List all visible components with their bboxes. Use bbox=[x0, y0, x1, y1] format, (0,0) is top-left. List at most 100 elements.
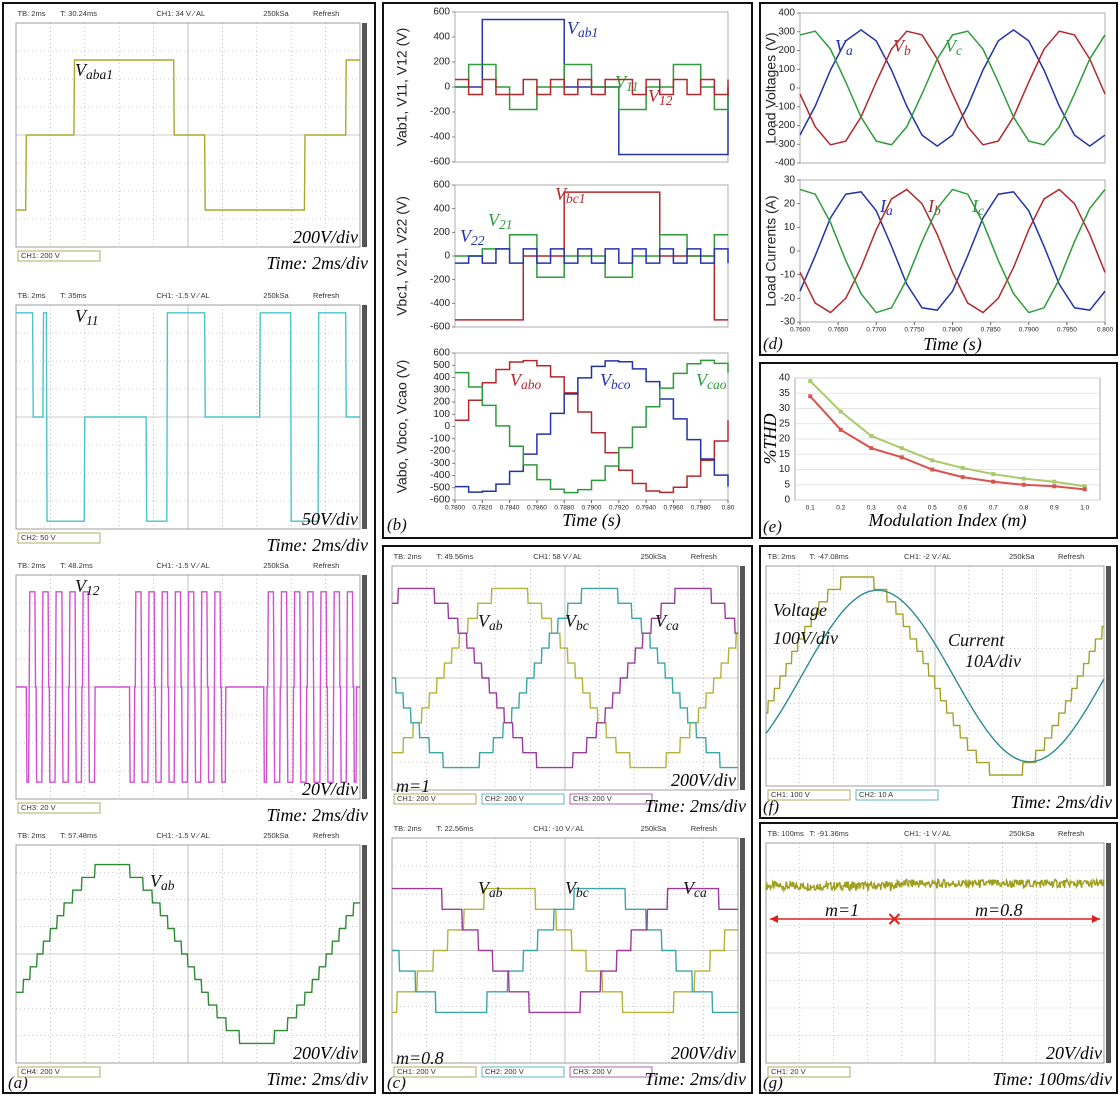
x-tick-label: 0.7800 bbox=[943, 327, 963, 334]
y-axis-label: %THD bbox=[760, 413, 780, 464]
y-tick-label: -400 bbox=[430, 132, 450, 143]
y-tick-label: -400 bbox=[430, 298, 450, 309]
x-tick-label: 0.7650 bbox=[828, 327, 848, 334]
scope-header: TB: 2ms bbox=[18, 561, 46, 570]
scope-header: CH1: -1.5 V ∕ AL bbox=[156, 831, 209, 840]
scope-header: CH1: 34 V ∕ AL bbox=[156, 9, 205, 18]
x-tick-label: 0.7940 bbox=[636, 505, 656, 512]
y-tick-label: 30 bbox=[784, 175, 796, 186]
channel-label: CH1: 100 V bbox=[771, 790, 810, 799]
y-tick-label: -20 bbox=[781, 293, 796, 304]
point bbox=[930, 468, 934, 472]
scope-header: T: 35ms bbox=[60, 291, 87, 300]
y-tick-label: 40 bbox=[779, 373, 791, 384]
scope-bar bbox=[362, 23, 367, 247]
scope-time: Time: 2ms/div bbox=[267, 1069, 369, 1089]
scope-time: Time: 2ms/div bbox=[1011, 792, 1113, 812]
scope-time: Time: 100ms/div bbox=[993, 1069, 1113, 1089]
point bbox=[961, 466, 965, 470]
x-tick-label: 0.7980 bbox=[691, 505, 711, 512]
y-tick-label: 300 bbox=[778, 26, 795, 37]
y-tick-label: 400 bbox=[433, 32, 450, 43]
scope-header: T: -91.36ms bbox=[810, 829, 849, 838]
scope-header: 250kSa bbox=[1009, 829, 1035, 838]
y-tick-label: -600 bbox=[430, 322, 450, 333]
scope-annotation: 10A/div bbox=[965, 651, 1021, 671]
y-tick-label: 500 bbox=[433, 360, 450, 371]
y-tick-label: 200 bbox=[433, 57, 450, 68]
scope-header: 250kSa bbox=[641, 824, 667, 833]
scope: TB: 2msT: 22.56msCH1: -10 V ∕ AL250kSaRe… bbox=[392, 824, 746, 1089]
scope: TB: 2msT: 57.48msCH1: -1.5 V ∕ AL250kSaR… bbox=[16, 831, 368, 1089]
plot-frame bbox=[800, 180, 1105, 322]
scope-header: CH1: -2 V ∕ AL bbox=[904, 552, 951, 561]
scope-header: 250kSa bbox=[263, 291, 289, 300]
scope: TB: 2msT: 35msCH1: -1.5 V ∕ AL250kSaRefr… bbox=[16, 291, 368, 555]
channel-label: CH1: 200 V bbox=[397, 1067, 436, 1076]
y-axis-label: Vabo, Vbco, Vcao (V) bbox=[394, 360, 410, 494]
scope-scale: 50V/div bbox=[302, 509, 358, 529]
scope-bar bbox=[1106, 843, 1111, 1063]
scope-scale: 200V/div bbox=[671, 770, 736, 790]
scope-scale: 20V/div bbox=[302, 779, 358, 799]
x-tick-label: 0.7950 bbox=[1057, 327, 1077, 334]
channel-label: CH2: 10 A bbox=[859, 790, 893, 799]
scope-header: CH1: 58 V ∕ AL bbox=[533, 552, 582, 561]
y-tick-label: 600 bbox=[433, 180, 450, 191]
scope: TB: 2ms T: 48.2ms CH1: -1.5 V ∕ AL 250kSa Re… bbox=[16, 561, 368, 825]
y-tick-label: -600 bbox=[430, 157, 450, 168]
x-tick-label: 0.800 bbox=[1097, 327, 1114, 334]
channel-label: CH3: 200 V bbox=[573, 794, 612, 803]
y-tick-label: 0 bbox=[784, 495, 790, 506]
point bbox=[808, 379, 812, 383]
scope-header: 250kSa bbox=[1009, 552, 1035, 561]
scope-header: TB: 2ms bbox=[768, 552, 796, 561]
series-line bbox=[455, 249, 728, 263]
scope: TB: 2msT: 30.24msCH1: 34 V ∕ AL250kSaRef… bbox=[16, 9, 368, 273]
point bbox=[1052, 480, 1056, 484]
scope-header: Refresh bbox=[313, 561, 339, 570]
scope-bar bbox=[362, 305, 367, 529]
y-tick-label: -10 bbox=[781, 269, 796, 280]
y-tick-label: -100 bbox=[430, 433, 450, 444]
scope-header: TB: 2ms bbox=[18, 9, 46, 18]
x-axis-label: Time (s) bbox=[923, 334, 982, 355]
scope-header: 250kSa bbox=[641, 552, 667, 561]
scope-time: Time: 2ms/div bbox=[267, 253, 369, 273]
x-tick-label: 0.9 bbox=[1050, 505, 1059, 512]
scope-bar bbox=[740, 566, 745, 790]
scope-annotation: m=1 bbox=[396, 776, 430, 796]
series-line bbox=[455, 80, 728, 95]
x-tick-label: 0.2 bbox=[836, 505, 845, 512]
y-tick-label: 300 bbox=[433, 384, 450, 395]
x-tick-label: 0.7700 bbox=[866, 327, 886, 334]
scope: TB: 2msT: 49.56msCH1: 58 V ∕ AL250kSaRef… bbox=[392, 552, 746, 816]
y-tick-label: 0 bbox=[444, 251, 450, 262]
point bbox=[930, 458, 934, 462]
channel-label: CH1: 20 V bbox=[771, 1067, 806, 1076]
scope-header: CH1: -1.5 V ∕ AL bbox=[156, 291, 209, 300]
y-axis-label: Vbc1, V21, V22 (V) bbox=[394, 196, 410, 316]
point bbox=[839, 410, 843, 414]
y-tick-label: 400 bbox=[778, 8, 795, 19]
scope-header: Refresh bbox=[313, 831, 339, 840]
scope-bar bbox=[740, 838, 745, 1063]
scope-header: T: 57.48ms bbox=[60, 831, 97, 840]
scope-header: CH1: -1.5 V ∕ AL bbox=[156, 561, 209, 570]
scope-time: Time: 2ms/div bbox=[645, 796, 747, 816]
scope-header: TB: 2ms bbox=[394, 552, 422, 561]
scope-header: T: 48.2ms bbox=[60, 561, 93, 570]
point bbox=[839, 428, 843, 432]
scope-bar bbox=[1106, 566, 1111, 786]
scope-annotation: 100V/div bbox=[773, 628, 838, 648]
scope-header: 250kSa bbox=[263, 561, 289, 570]
x-tick-label: 0.7900 bbox=[1019, 327, 1039, 334]
point bbox=[1022, 477, 1026, 481]
scope-scale: 200V/div bbox=[293, 1043, 358, 1063]
scope-header: CH1: -10 V ∕ AL bbox=[533, 824, 584, 833]
x-tick-label: 0.7820 bbox=[472, 505, 492, 512]
scope-header: CH1: -1 V ∕ AL bbox=[904, 829, 951, 838]
y-tick-label: 10 bbox=[784, 222, 796, 233]
scope-header: 250kSa bbox=[263, 9, 289, 18]
